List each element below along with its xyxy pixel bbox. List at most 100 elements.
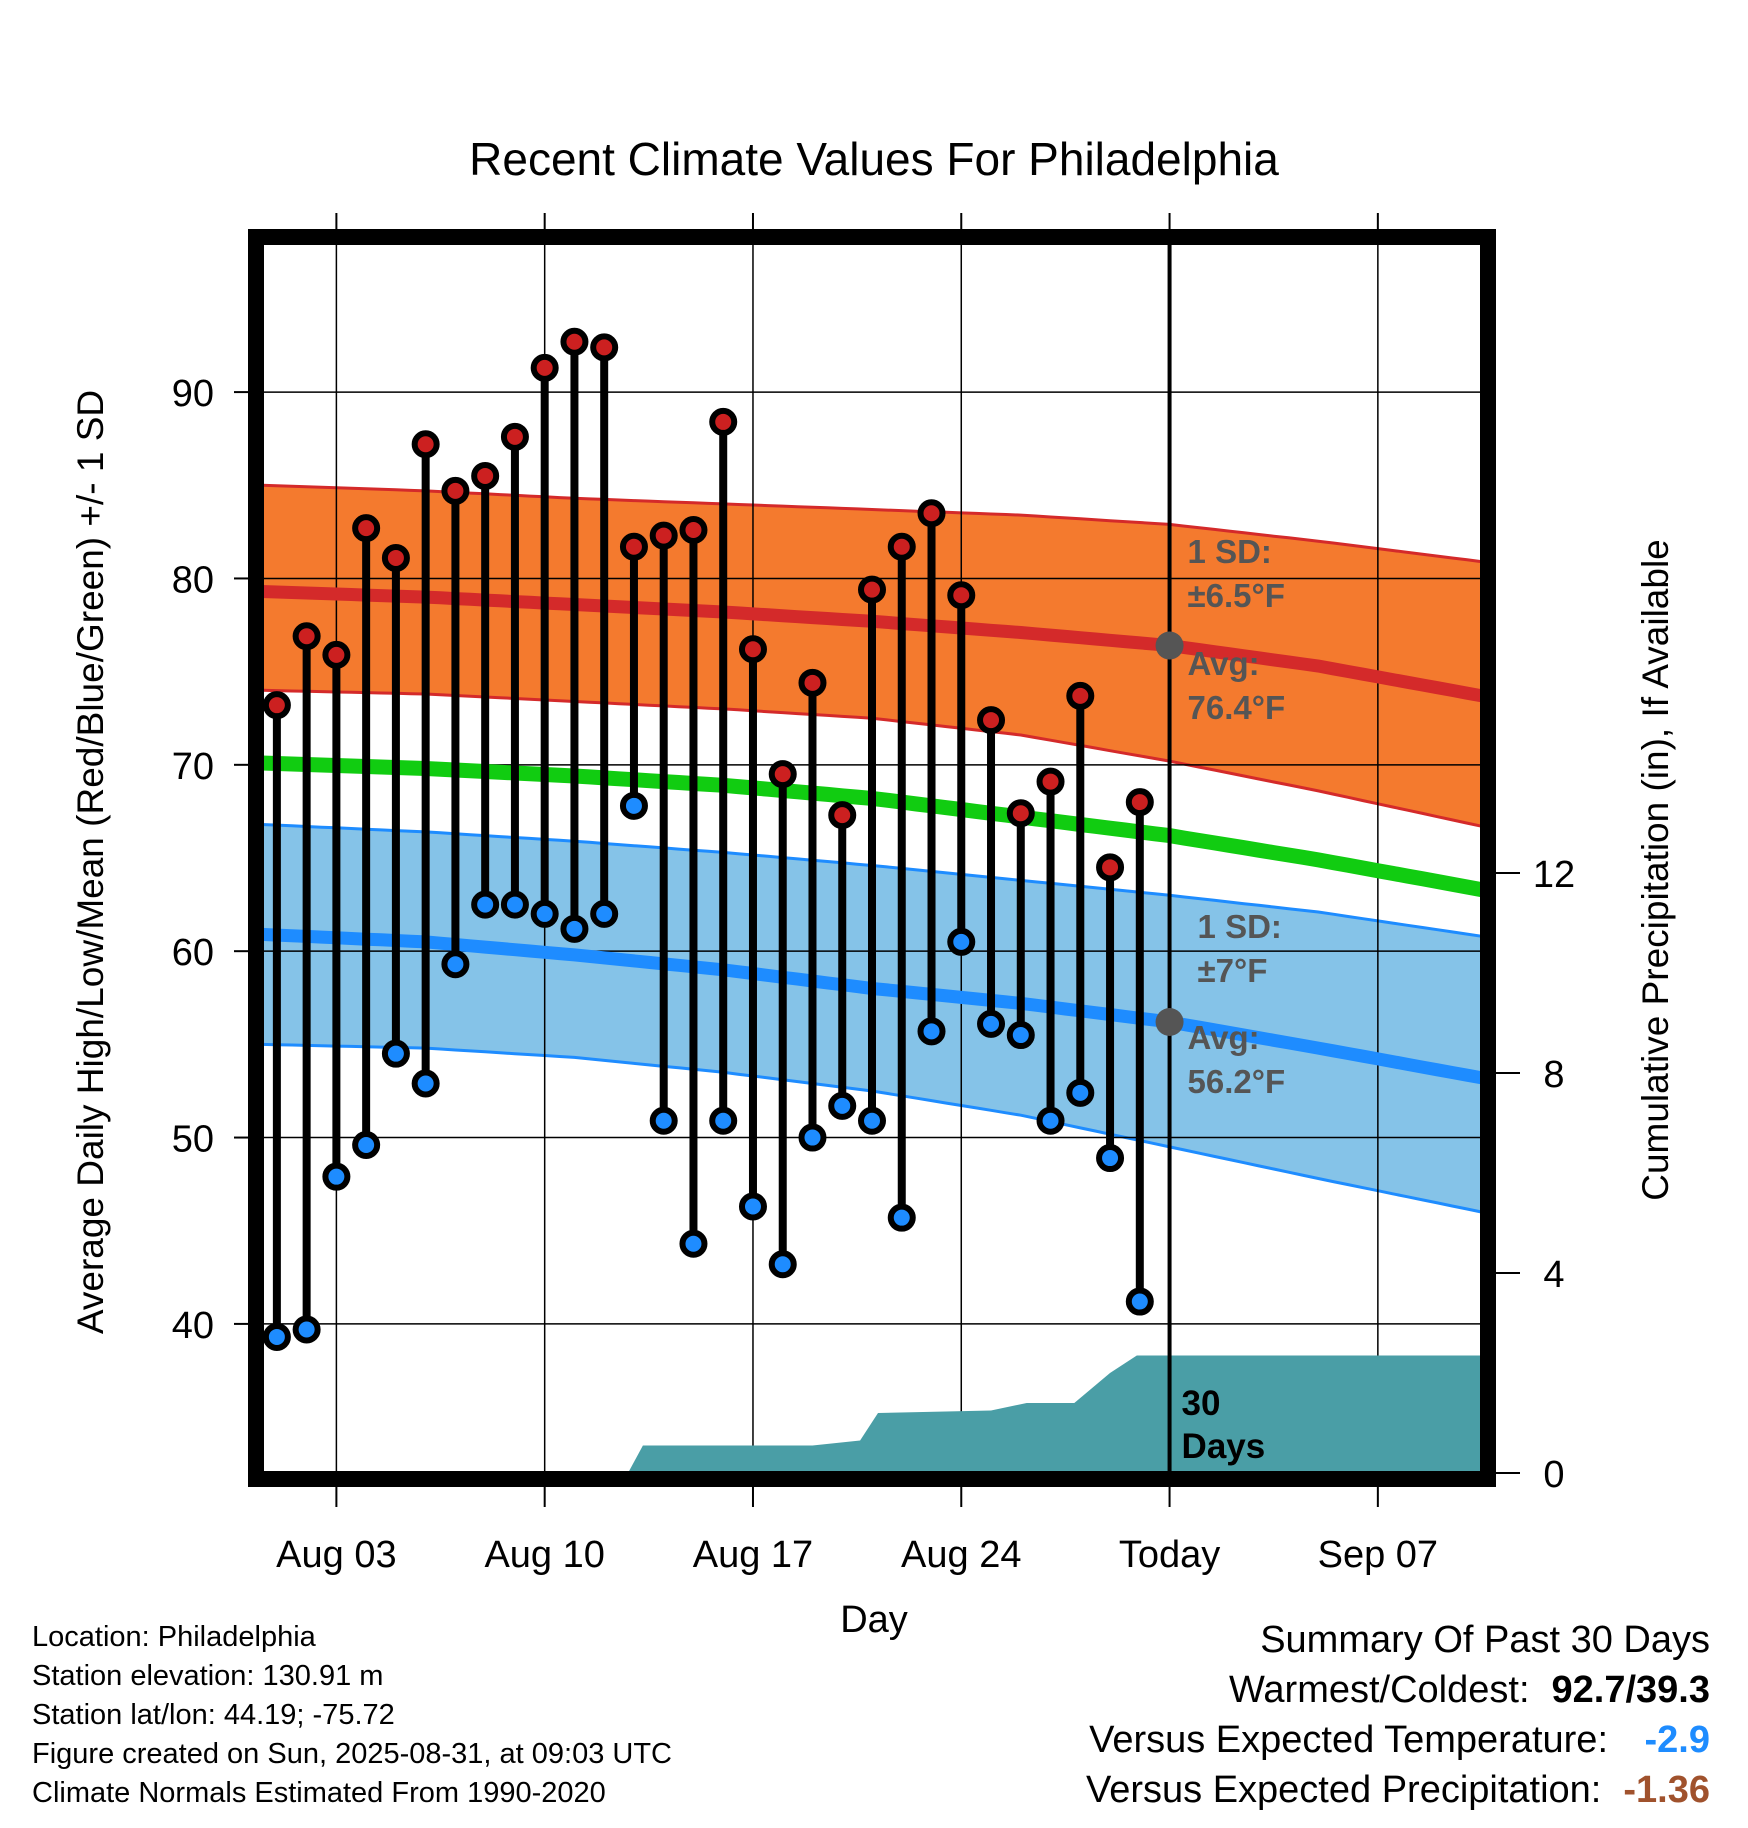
- daily-low-point: [1036, 1106, 1065, 1135]
- daily-high-point: [441, 476, 470, 505]
- daily-low-point: [471, 890, 500, 919]
- x-tick-label: Aug 10: [484, 1534, 604, 1576]
- chart-title: Recent Climate Values For Philadelphia: [469, 133, 1279, 185]
- y-tick-label: 70: [172, 746, 214, 788]
- daily-high-point: [471, 461, 500, 490]
- x-tick-label: Aug 17: [693, 1534, 813, 1576]
- y-right-tick-label: 4: [1543, 1254, 1564, 1296]
- daily-high-point: [828, 801, 857, 830]
- daily-high-point: [530, 353, 559, 382]
- daily-high-point: [887, 532, 916, 561]
- daily-high-point: [590, 333, 619, 362]
- x-tick-label: Sep 07: [1318, 1534, 1438, 1576]
- normal-low-avg-value: 56.2°F: [1188, 1063, 1286, 1100]
- daily-low-point: [411, 1069, 440, 1098]
- daily-low-point: [262, 1322, 291, 1351]
- daily-low-point: [381, 1039, 410, 1068]
- daily-low-point: [441, 950, 470, 979]
- daily-low-point: [917, 1017, 946, 1046]
- warm-cold-label: Warmest/Coldest:: [1228, 1669, 1530, 1711]
- daily-low-point: [530, 899, 559, 928]
- today-normal-low-marker: [1155, 1008, 1184, 1036]
- precip-area: [628, 1355, 1482, 1473]
- daily-low-point: [1066, 1078, 1095, 1107]
- precip-value: -1.36: [1623, 1769, 1710, 1811]
- daily-low-point: [947, 927, 976, 956]
- y-right-tick-label: 12: [1533, 854, 1575, 896]
- daily-high-point: [768, 760, 797, 789]
- daily-high-point: [977, 706, 1006, 735]
- normals-text: Climate Normals Estimated From 1990-2020: [32, 1777, 606, 1809]
- daily-low-point: [798, 1123, 827, 1152]
- precip-row: Versus Expected Precipitation: -1.36: [1086, 1765, 1710, 1815]
- daily-high-point: [352, 514, 381, 543]
- daily-high-point: [947, 581, 976, 610]
- daily-high-point: [322, 640, 351, 669]
- y-right-tick-label: 8: [1543, 1054, 1564, 1096]
- daily-high-point: [709, 407, 738, 436]
- daily-low-point: [500, 890, 529, 919]
- warm-cold-row: Warmest/Coldest: 92.7/39.3: [1086, 1665, 1710, 1715]
- normal-high-sd-label: 1 SD:: [1188, 533, 1272, 570]
- daily-high-point: [1066, 681, 1095, 710]
- x-tick-label: Aug 24: [901, 1534, 1021, 1576]
- y-tick-label: 90: [172, 373, 214, 415]
- daily-high-point: [917, 499, 946, 528]
- daily-high-point: [411, 430, 440, 459]
- daily-low-point: [1125, 1287, 1154, 1316]
- daily-high-point: [262, 691, 291, 720]
- daily-low-point: [560, 914, 589, 943]
- normal-low-sd-value: ±7°F: [1198, 952, 1268, 989]
- daily-high-point: [1006, 799, 1035, 828]
- daily-high-point: [292, 622, 321, 651]
- normal-high-avg-label: Avg:: [1188, 645, 1260, 682]
- y-tick-label: 60: [172, 932, 214, 974]
- daily-low-point: [858, 1106, 886, 1135]
- daily-high-point: [381, 543, 410, 572]
- precip-label: Versus Expected Precipitation:: [1085, 1769, 1602, 1811]
- y-right-tick-label: 0: [1543, 1454, 1564, 1496]
- summary-panel: Summary Of Past 30 Days Warmest/Coldest:…: [1086, 1615, 1710, 1815]
- x-tick-label: Aug 03: [276, 1534, 396, 1576]
- daily-low-point: [738, 1192, 767, 1221]
- temp-label: Versus Expected Temperature:: [1089, 1719, 1608, 1761]
- y-tick-label: 40: [172, 1305, 214, 1347]
- daily-high-point: [679, 516, 708, 544]
- plot-area: 1 SD: ±6.5°F Avg: 76.4°F 1 SD: ±7°F Avg: 56.2°F…: [172, 213, 1575, 1576]
- daily-low-point: [828, 1091, 857, 1120]
- daily-high-point: [1125, 788, 1154, 817]
- y-axis-label: Average Daily High/Low/Mean (Red/Blue/Gr…: [70, 390, 111, 1334]
- elevation-text: Station elevation: 130.91 m: [32, 1660, 384, 1692]
- precip-label-line1: 30: [1182, 1384, 1221, 1423]
- temp-row: Versus Expected Temperature: -2.9: [1086, 1715, 1710, 1765]
- location-text: Location: Philadelphia: [32, 1621, 316, 1653]
- warm-cold-value: 92.7/39.3: [1551, 1669, 1710, 1711]
- created-text: Figure created on Sun, 2025-08-31, at 09…: [32, 1738, 672, 1770]
- daily-low-point: [768, 1250, 797, 1279]
- daily-low-point: [322, 1162, 351, 1191]
- daily-high-point: [500, 422, 529, 451]
- daily-high-point: [858, 575, 886, 604]
- daily-low-point: [1096, 1144, 1125, 1173]
- daily-low-point: [1006, 1021, 1035, 1050]
- normal-low-avg-label: Avg:: [1188, 1019, 1260, 1056]
- summary-title: Summary Of Past 30 Days: [1260, 1619, 1710, 1661]
- daily-low-point: [590, 899, 619, 928]
- normal-high-sd-value: ±6.5°F: [1188, 577, 1285, 614]
- daily-low-point: [887, 1203, 916, 1232]
- daily-low-point: [679, 1229, 708, 1258]
- normal-high-avg-value: 76.4°F: [1188, 689, 1286, 726]
- daily-low-point: [977, 1009, 1006, 1038]
- y-axis-right-label: Cumulative Precipitation (in), If Availa…: [1635, 539, 1676, 1201]
- daily-low-point: [352, 1131, 381, 1159]
- x-tick-label: Today: [1119, 1534, 1220, 1576]
- normal-low-sd-label: 1 SD:: [1198, 908, 1282, 945]
- x-axis-label: Day: [840, 1599, 908, 1641]
- daily-high-point: [1036, 767, 1065, 796]
- daily-low-point: [709, 1106, 738, 1135]
- y-tick-label: 80: [172, 559, 214, 601]
- station-info: Location: Philadelphia Station elevation…: [32, 1618, 672, 1813]
- today-normal-high-marker: [1155, 631, 1184, 660]
- daily-low-point: [292, 1315, 321, 1344]
